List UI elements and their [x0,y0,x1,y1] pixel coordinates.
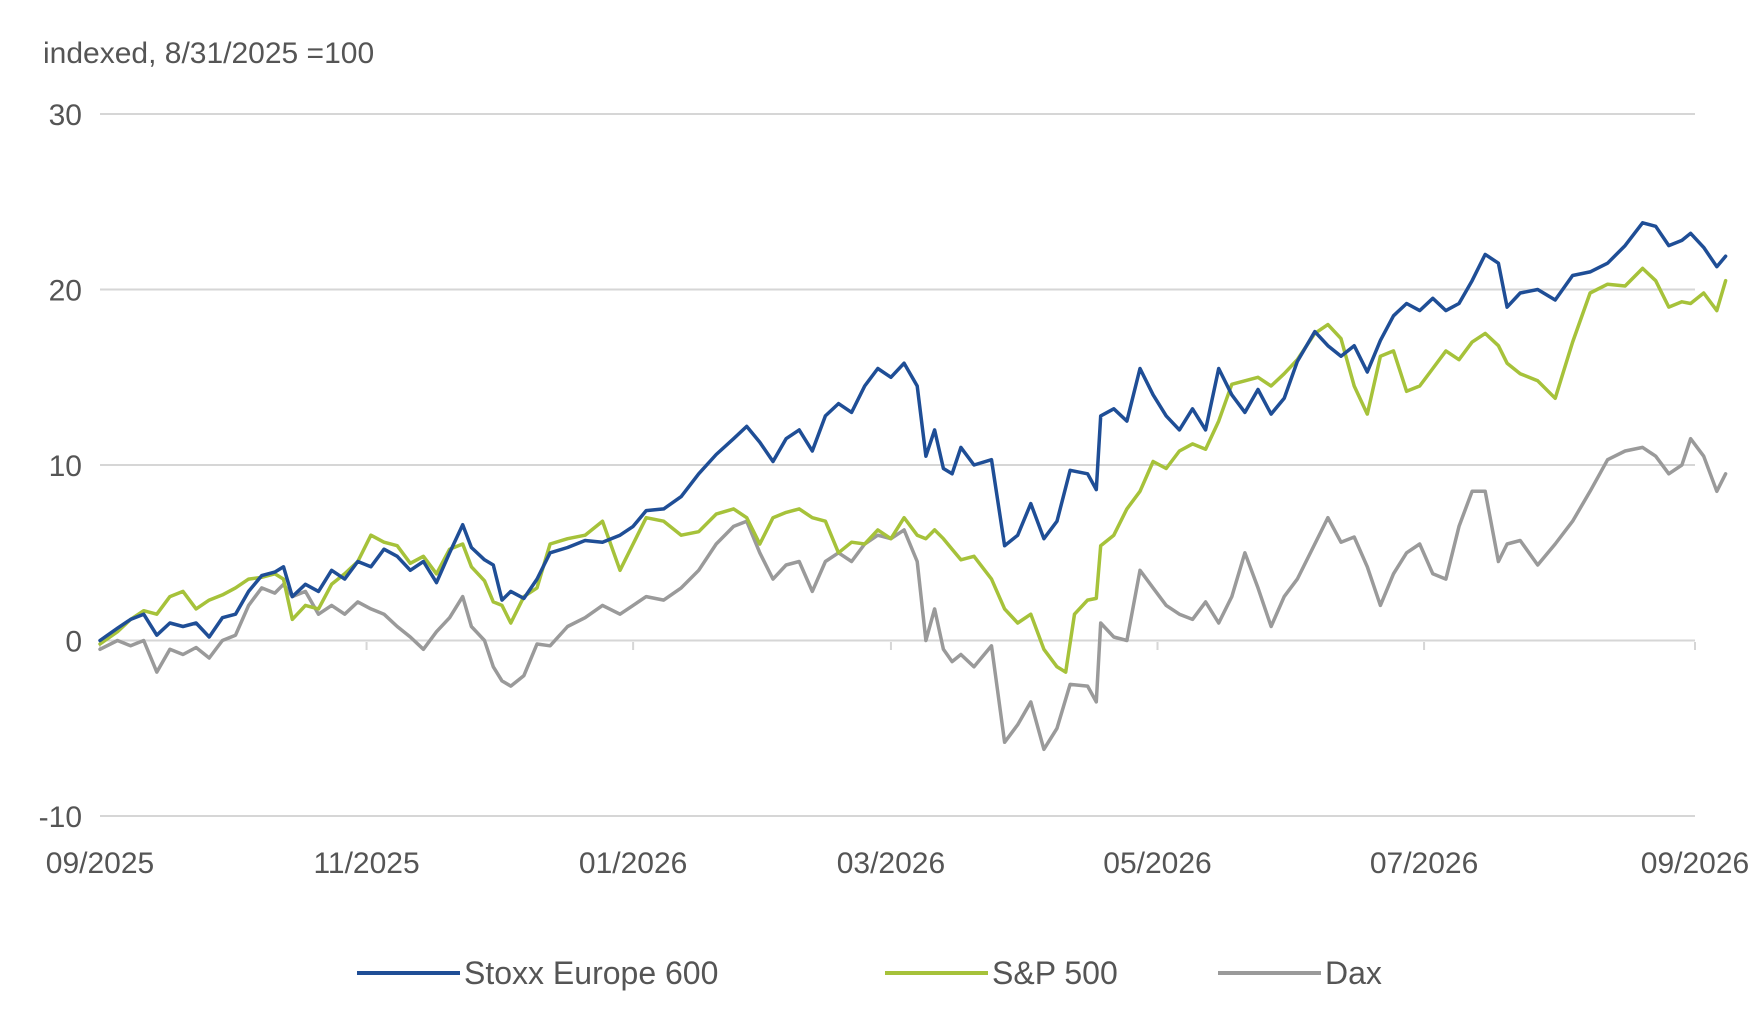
x-tick-label: 09/2026 [1641,847,1749,880]
series-lines [98,221,1728,752]
x-tick-label: 11/2025 [313,847,419,880]
y-axis-ticks: -10 0 10 20 30 [39,99,82,834]
x-axis-ticks: 09/2025 11/2025 01/2026 03/2026 05/2026 07/20… [46,642,1749,880]
chart-subtitle: indexed, 8/31/2025 =100 [43,37,374,70]
y-tick-label: 30 [49,99,82,132]
y-tick-label: -10 [39,801,82,834]
series-line-s-p-500 [98,266,1728,674]
series-line-stoxx-europe-600 [98,221,1728,643]
legend-label-stoxx-europe-600: Stoxx Europe 600 [464,955,718,991]
x-tick-label: 01/2026 [579,847,687,880]
legend: Stoxx Europe 600 S&P 500 Dax [357,955,1382,991]
y-tick-label: 10 [49,450,82,483]
x-tick-label: 05/2026 [1103,847,1211,880]
x-tick-label: 09/2025 [46,847,154,880]
y-tick-label: 20 [49,275,82,308]
legend-label-dax: Dax [1325,955,1382,991]
y-tick-label: 0 [65,626,82,659]
legend-label-s-p-500: S&P 500 [992,955,1118,991]
x-tick-label: 03/2026 [837,847,945,880]
gridlines [100,113,1695,817]
x-tick-label: 07/2026 [1370,847,1478,880]
series-line-dax [98,436,1728,752]
